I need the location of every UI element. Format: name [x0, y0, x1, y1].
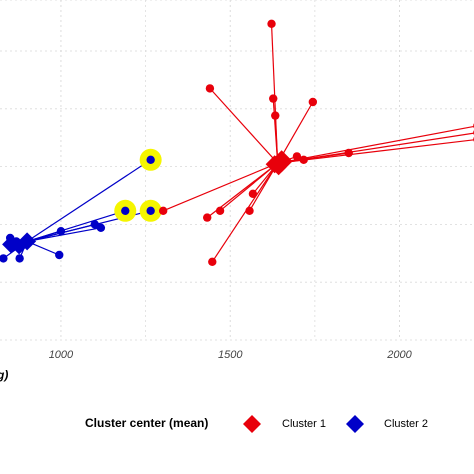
- legend-key-cluster-1: [243, 415, 261, 433]
- data-point: [90, 220, 100, 229]
- data-point: [292, 152, 302, 161]
- cluster-center-marker: [270, 159, 287, 176]
- data-point: [146, 155, 155, 164]
- x-tick-labels: 1000 1500 2000: [49, 349, 413, 361]
- data-point: [271, 111, 280, 120]
- connector-line: [26, 227, 102, 242]
- connector-line: [162, 162, 278, 212]
- legend: Cluster center (mean) Cluster 1 Cluster …: [85, 415, 428, 433]
- connector-line: [277, 139, 474, 164]
- data-point: [55, 250, 64, 260]
- grid-lines: [0, 0, 474, 341]
- data-point: [208, 257, 217, 266]
- data-point: [245, 206, 254, 215]
- data-point: [299, 155, 308, 164]
- data-point: [215, 206, 225, 215]
- data-point: [0, 254, 8, 263]
- connector-lines: [3, 23, 474, 263]
- data-point: [56, 227, 66, 236]
- data-point: [158, 206, 168, 215]
- legend-label-cluster-1: Cluster 1: [282, 418, 326, 430]
- connector-line: [209, 87, 279, 164]
- connector-line: [277, 132, 474, 164]
- cluster-center-marker: [12, 240, 27, 255]
- x-tick-label: 2000: [386, 349, 412, 361]
- data-point: [269, 94, 278, 103]
- cluster-centers: [2, 150, 293, 255]
- data-point: [96, 223, 106, 232]
- x-tick-label: 1500: [218, 349, 243, 361]
- data-point: [308, 97, 318, 107]
- legend-label-cluster-2: Cluster 2: [384, 418, 428, 430]
- connector-line: [277, 125, 474, 164]
- data-points: [0, 19, 474, 266]
- x-axis-label-fragment: g): [0, 368, 8, 382]
- data-point: [146, 206, 155, 215]
- data-point: [203, 213, 212, 222]
- legend-key-cluster-2: [346, 415, 364, 433]
- x-tick-label: 1000: [49, 349, 74, 361]
- data-point: [248, 189, 258, 198]
- connector-line: [26, 159, 151, 242]
- data-point: [344, 148, 353, 158]
- data-point: [121, 206, 130, 215]
- legend-title: Cluster center (mean): [85, 416, 208, 430]
- data-point: [15, 254, 24, 263]
- data-point: [205, 84, 215, 93]
- data-point: [267, 19, 276, 28]
- connector-line: [211, 162, 279, 263]
